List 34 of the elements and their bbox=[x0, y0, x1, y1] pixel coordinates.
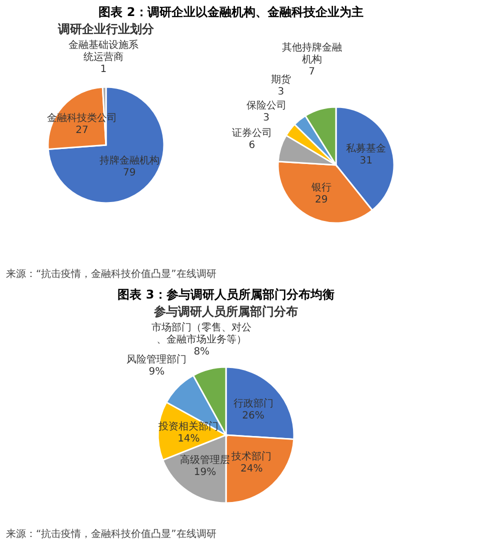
data-label: 26% bbox=[242, 410, 264, 422]
data-label: 19% bbox=[194, 466, 216, 478]
slice-label: 保险公司 bbox=[246, 99, 286, 112]
slice-label: 市场部门（零售、对公、金融市场业务等） bbox=[152, 322, 252, 346]
data-label: 7 bbox=[308, 66, 316, 78]
slice-label: 持牌金融机构 bbox=[99, 154, 160, 167]
chart-subtitle: 参与调研人员所属部门分布 bbox=[153, 304, 298, 319]
slice-label: 银行 bbox=[310, 182, 332, 194]
data-label: 3 bbox=[263, 112, 270, 124]
data-label: 6 bbox=[248, 140, 256, 152]
slice-label: 行政部门 bbox=[233, 397, 274, 410]
data-label: 29 bbox=[314, 194, 328, 206]
data-label: 79 bbox=[123, 168, 136, 179]
data-label: 27 bbox=[76, 124, 88, 136]
data-label: 3 bbox=[278, 86, 284, 98]
text: 图表 2：调研企业以金融机构、金融科技企业为主 bbox=[98, 5, 364, 20]
source-note: 来源：“抗击疫情，金融科技价值凸显”在线调研 bbox=[6, 528, 216, 540]
slice-label: 其他持牌金融机构 bbox=[282, 41, 342, 66]
data-label: 1 bbox=[100, 64, 107, 76]
chart-subtitle: 调研企业行业划分 bbox=[57, 22, 155, 36]
slice-label: 金融基础设施系统运营商 bbox=[68, 39, 138, 64]
data-label: 14% bbox=[178, 434, 200, 445]
slice-label: 技术部门 bbox=[230, 450, 272, 462]
slice-label: 证券公司 bbox=[232, 127, 272, 140]
data-label: 24% bbox=[240, 463, 263, 474]
source-note: 来源：“抗击疫情，金融科技价值凸显”在线调研 bbox=[6, 268, 216, 280]
slice-label: 风险管理部门 bbox=[126, 354, 187, 366]
data-label: 31 bbox=[360, 155, 372, 166]
data-label: 9% bbox=[148, 366, 165, 378]
chart-title: 图表 3：参与调研人员所属部门分布均衡 bbox=[118, 288, 334, 302]
data-label: 8% bbox=[194, 346, 210, 358]
slice-label: 期货 bbox=[270, 73, 291, 86]
pie-slice bbox=[47, 86, 165, 204]
slice-label: 私募基金 bbox=[346, 142, 386, 154]
